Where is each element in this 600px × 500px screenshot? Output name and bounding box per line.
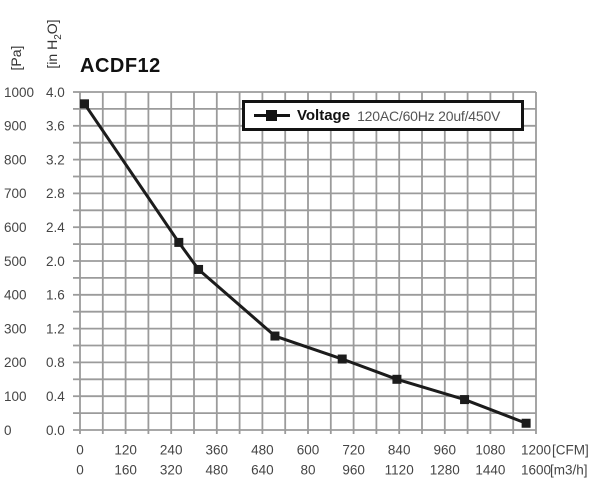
x-tick-label-cfm: 720 [342, 443, 365, 458]
x-tick-label-cfm: 0 [76, 443, 84, 458]
y-tick-label-pa: 600 [4, 220, 27, 235]
x-tick-label-cfm: 240 [160, 443, 183, 458]
legend-square-marker-icon [266, 110, 277, 121]
y-tick-label-pa: 0 [4, 423, 12, 438]
x-tick-label-cfm: 840 [388, 443, 411, 458]
y-tick-label-pa: 200 [4, 355, 27, 370]
data-point-marker [80, 99, 89, 109]
x-tick-label-m3h: 640 [251, 463, 274, 478]
y-tick-label-pa: 500 [4, 254, 27, 269]
y-tick-label-pa: 900 [4, 119, 27, 134]
x-axis-unit-cfm: [CFM] [552, 443, 589, 458]
legend-series-label: Voltage [297, 107, 351, 124]
y-axis-unit-inh2o-subscript: 2 [52, 34, 64, 40]
y-axis-unit-inh2o: [in H2O] [44, 19, 64, 68]
data-point-marker [392, 374, 402, 384]
data-point-marker [174, 237, 184, 247]
x-tick-label-cfm: 600 [297, 443, 320, 458]
x-tick-label-cfm: 120 [114, 443, 137, 458]
y-tick-label-inh2o: 3.2 [46, 152, 65, 167]
x-tick-label-cfm: 960 [434, 443, 457, 458]
y-tick-label-pa: 1000 [4, 85, 34, 100]
y-axis-unit-inh2o-prefix: [in H [44, 39, 61, 69]
data-point-marker [521, 418, 531, 428]
y-tick-label-inh2o: 2.0 [46, 254, 65, 269]
data-point-marker [460, 395, 470, 405]
x-tick-label-cfm: 360 [206, 443, 229, 458]
y-tick-label-pa: 700 [4, 186, 27, 201]
x-tick-label-m3h: 320 [160, 463, 183, 478]
y-tick-label-pa: 100 [4, 389, 27, 404]
series-curve [83, 102, 527, 425]
data-point-marker [194, 264, 204, 274]
y-tick-label-inh2o: 2.8 [46, 186, 65, 201]
y-tick-label-inh2o: 1.6 [46, 288, 65, 303]
x-tick-label-m3h: 480 [206, 463, 229, 478]
legend-series-value: 120AC/60Hz 20uf/450V [357, 107, 501, 124]
y-tick-label-inh2o: 0.8 [46, 355, 65, 370]
x-tick-label-m3h: 960 [342, 463, 365, 478]
y-tick-label-inh2o: 1.2 [46, 321, 65, 336]
x-tick-label-m3h: 80 [300, 463, 315, 478]
y-tick-label-pa: 800 [4, 152, 27, 167]
y-axis-unit-pa-text: [Pa] [8, 45, 24, 71]
x-tick-label-m3h: 1600 [521, 463, 551, 478]
y-axis-unit-pa: [Pa] [8, 46, 24, 71]
x-tick-label-cfm: 480 [251, 443, 274, 458]
x-tick-label-m3h: 160 [114, 463, 137, 478]
x-tick-label-m3h: 0 [76, 463, 84, 478]
y-tick-label-inh2o: 0.4 [46, 389, 65, 404]
x-tick-label-m3h: 1440 [475, 463, 505, 478]
data-point-marker [270, 331, 280, 341]
x-tick-label-cfm: 1200 [521, 443, 551, 458]
legend: Voltage 120AC/60Hz 20uf/450V [242, 100, 524, 131]
y-tick-label-pa: 400 [4, 288, 27, 303]
y-tick-label-inh2o: 3.6 [46, 119, 65, 134]
x-tick-label-m3h: 1280 [430, 463, 460, 478]
x-tick-label-m3h: 1120 [385, 463, 414, 478]
legend-series-marker-icon [254, 110, 290, 122]
x-axis-unit-m3h: [m3/h] [550, 463, 588, 478]
y-tick-label-inh2o: 2.4 [46, 220, 65, 235]
data-point-marker [337, 354, 347, 364]
y-tick-label-pa: 300 [4, 321, 27, 336]
y-axis-unit-inh2o-suffix: O] [44, 19, 61, 35]
y-tick-label-inh2o: 4.0 [46, 85, 65, 100]
y-tick-label-inh2o: 0.0 [46, 423, 65, 438]
chart-title: ACDF12 [80, 55, 161, 77]
x-tick-label-cfm: 1080 [475, 443, 505, 458]
